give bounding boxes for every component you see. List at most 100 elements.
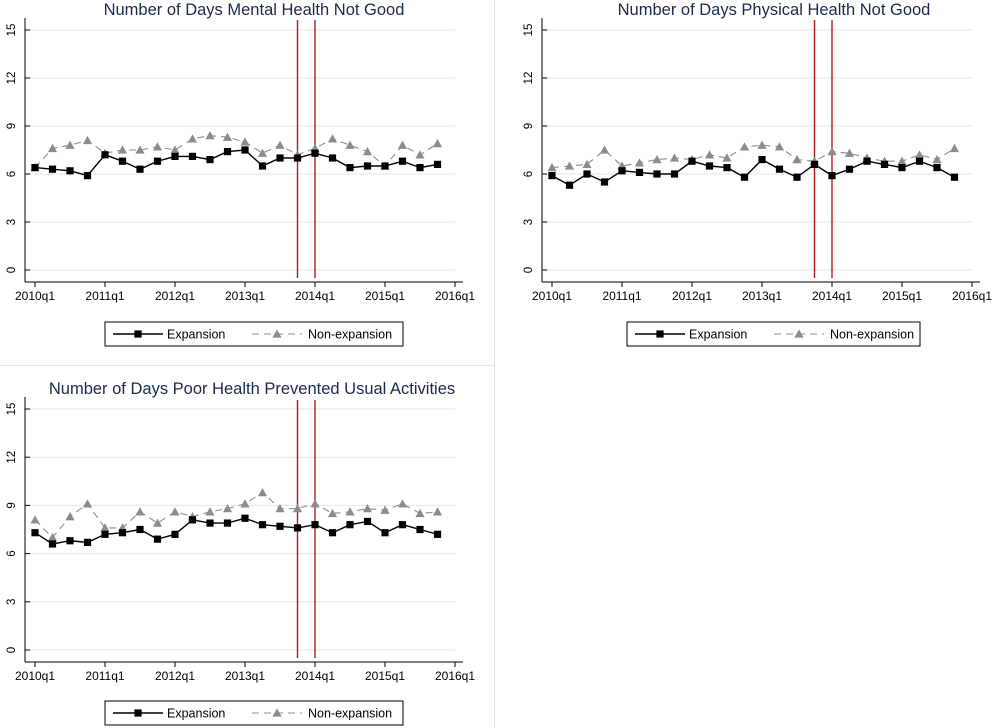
panel-separator-vertical: [494, 0, 495, 728]
nonexpansion-data-point: [240, 499, 250, 508]
expansion-data-point: [276, 154, 284, 162]
legend-expansion-label: Expansion: [167, 707, 225, 721]
expansion-data-point: [241, 514, 249, 522]
expansion-data-point: [66, 537, 74, 545]
legend-expansion-label: Expansion: [689, 328, 747, 342]
x-tick-label: 2016q1: [435, 289, 475, 303]
nonexpansion-data-point: [415, 150, 425, 159]
expansion-data-point: [381, 162, 389, 170]
x-tick-label: 2013q1: [742, 289, 782, 303]
expansion-series-line: [34, 149, 438, 177]
nonexpansion-series-line: [34, 491, 438, 539]
legend-nonexpansion-label: Non-expansion: [830, 328, 914, 342]
nonexpansion-data-point: [170, 507, 180, 516]
y-tick-label: 12: [523, 72, 535, 85]
nonexpansion-data-point: [774, 142, 785, 151]
nonexpansion-data-point: [757, 140, 767, 149]
expansion-data-point: [583, 170, 591, 178]
expansion-data-point: [705, 162, 714, 170]
chart-title: Number of Days Mental Health Not Good: [104, 1, 405, 19]
x-tick-label: 2012q1: [672, 289, 712, 303]
chart-panel-3: Number of Days Poor Health Prevented Usu…: [6, 380, 475, 726]
expansion-data-point: [153, 157, 162, 165]
expansion-data-point: [118, 157, 127, 165]
nonexpansion-data-point: [152, 518, 163, 527]
expansion-data-point: [950, 173, 959, 181]
expansion-data-point: [433, 160, 442, 168]
expansion-data-point: [223, 519, 232, 527]
expansion-data-point: [311, 149, 319, 157]
y-tick-label: 12: [6, 72, 18, 85]
expansion-data-point: [898, 164, 906, 172]
x-tick-label: 2015q1: [365, 669, 405, 683]
nonexpansion-data-point: [117, 145, 128, 154]
nonexpansion-data-point: [564, 161, 575, 170]
expansion-data-point: [258, 162, 267, 170]
nonexpansion-data-point: [222, 132, 233, 141]
expansion-data-point: [915, 157, 924, 165]
chart-title: Number of Days Physical Health Not Good: [618, 1, 931, 19]
nonexpansion-data-point: [135, 145, 145, 154]
expansion-data-point: [171, 152, 179, 160]
nonexpansion-data-point: [739, 142, 750, 151]
nonexpansion-series-line: [551, 144, 955, 169]
expansion-data-point: [600, 178, 609, 186]
expansion-series-line: [34, 517, 438, 545]
expansion-data-point: [258, 521, 267, 529]
nonexpansion-data-point: [187, 134, 198, 143]
x-tick-label: 2012q1: [155, 669, 195, 683]
nonexpansion-data-point: [345, 507, 355, 516]
nonexpansion-data-point: [345, 140, 355, 149]
nonexpansion-data-point: [152, 142, 163, 151]
expansion-data-point: [101, 530, 109, 538]
nonexpansion-data-point: [397, 499, 408, 508]
expansion-data-point: [740, 173, 749, 181]
nonexpansion-data-point: [362, 147, 373, 156]
expansion-data-point: [153, 535, 162, 543]
nonexpansion-data-point: [275, 140, 285, 149]
legend-nonexpansion-marker: [794, 329, 804, 338]
expansion-data-point: [118, 529, 127, 537]
y-tick-label: 15: [6, 24, 18, 37]
expansion-data-point: [775, 165, 784, 173]
expansion-data-point: [416, 525, 424, 534]
expansion-data-point: [433, 530, 442, 538]
nonexpansion-data-point: [310, 499, 320, 508]
expansion-data-point: [635, 168, 644, 176]
nonexpansion-data-point: [240, 137, 250, 146]
nonexpansion-data-point: [47, 532, 58, 542]
x-tick-label: 2014q1: [812, 289, 852, 303]
legend-nonexpansion-label: Non-expansion: [308, 707, 392, 721]
nonexpansion-data-point: [170, 145, 180, 154]
x-tick-label: 2011q1: [85, 669, 124, 683]
nonexpansion-data-point: [327, 508, 338, 518]
nonexpansion-data-point: [897, 156, 907, 165]
expansion-data-point: [565, 181, 574, 189]
nonexpansion-data-point: [135, 507, 145, 516]
nonexpansion-data-point: [932, 155, 942, 164]
nonexpansion-series-line: [34, 135, 438, 168]
y-tick-label: 0: [6, 267, 18, 273]
nonexpansion-data-point: [362, 504, 373, 513]
y-tick-label: 0: [6, 647, 18, 653]
legend-nonexpansion-marker: [272, 708, 282, 717]
expansion-data-point: [276, 522, 284, 530]
expansion-data-point: [101, 151, 109, 159]
x-tick-label: 2014q1: [295, 669, 335, 683]
legend-expansion-marker: [134, 330, 142, 338]
legend-expansion-marker: [134, 709, 142, 717]
expansion-data-point: [206, 519, 214, 527]
nonexpansion-data-point: [380, 505, 390, 514]
nonexpansion-data-point: [275, 504, 285, 513]
x-tick-label: 2015q1: [882, 289, 922, 303]
expansion-data-point: [188, 516, 197, 524]
y-tick-label: 15: [6, 403, 18, 416]
y-tick-label: 9: [6, 502, 18, 508]
expansion-data-point: [31, 529, 39, 537]
expansion-data-point: [66, 167, 74, 175]
x-tick-label: 2011q1: [85, 289, 124, 303]
expansion-data-point: [688, 157, 696, 165]
nonexpansion-data-point: [257, 148, 268, 157]
expansion-data-point: [548, 172, 556, 180]
expansion-data-point: [398, 157, 407, 165]
